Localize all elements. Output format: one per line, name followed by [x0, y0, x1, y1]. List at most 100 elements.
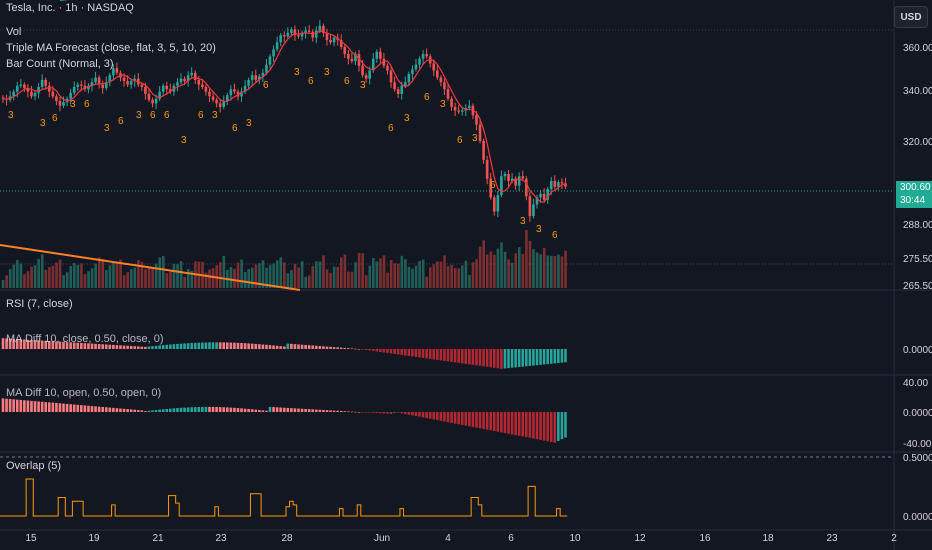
candle-body	[30, 91, 33, 97]
candle-body	[396, 89, 400, 94]
ma-diff-bar	[1, 398, 5, 412]
volume-bar	[51, 265, 55, 288]
bar-count-label: 3	[520, 216, 526, 227]
volume-bar	[350, 271, 354, 288]
volume-bar	[115, 262, 119, 288]
candle-body	[560, 182, 564, 184]
ma-diff-bar	[104, 407, 108, 412]
ma-diff-bar	[407, 412, 411, 415]
rsi-bar	[414, 349, 418, 357]
rsi-bar	[115, 345, 119, 349]
ma-diff-bar	[247, 408, 250, 412]
volume-bar	[414, 265, 418, 288]
ma-diff-bar	[23, 400, 26, 412]
volume-bar	[489, 251, 493, 288]
volume-bar	[375, 261, 379, 288]
rsi-bar	[549, 349, 553, 364]
candle-body	[311, 31, 315, 38]
volume-bar	[521, 253, 525, 288]
osc1-legend[interactable]: MA Diff 10, close, 0.50, close, 0)	[6, 333, 164, 345]
volume-bar	[37, 259, 40, 288]
volume-bar	[172, 264, 176, 288]
volume-bar	[97, 257, 101, 288]
volume-bar	[1, 280, 5, 288]
ma-diff-bar	[468, 412, 471, 427]
ma-diff-bar	[5, 398, 8, 412]
candle-body	[361, 65, 364, 76]
ma-diff-bar	[393, 412, 396, 413]
volume-bar	[439, 261, 443, 288]
overlap-line	[0, 478, 568, 517]
volume-bar	[404, 259, 407, 288]
ma-diff-bar	[332, 410, 336, 412]
rsi-bar	[468, 349, 471, 365]
volume-bar	[297, 267, 300, 288]
bar-count-label: 3	[181, 135, 187, 146]
rsi-bar	[8, 338, 12, 349]
candle-body	[144, 86, 147, 94]
ma-line	[2, 30, 566, 203]
ma-diff-bar	[44, 402, 48, 412]
ma-diff-bar	[428, 412, 432, 419]
rsi-bar	[403, 349, 407, 356]
rsi-bar	[204, 342, 208, 349]
osc2-legend[interactable]: MA Diff 10, open, 0.50, open, 0)	[6, 387, 162, 399]
candle-body	[140, 84, 144, 87]
rsi-bar	[225, 342, 229, 349]
rsi-bar	[119, 345, 122, 349]
vol-legend[interactable]: Vol	[6, 26, 22, 38]
volume-bar	[16, 260, 19, 288]
candle-body	[528, 196, 532, 217]
overlap-legend[interactable]: Overlap (5)	[6, 460, 62, 472]
candle-body	[101, 84, 104, 89]
ma-diff-bar	[304, 408, 307, 412]
volume-bar	[386, 272, 389, 288]
rsi-bar	[190, 343, 193, 349]
ma-diff-bar	[215, 407, 218, 412]
candle-body	[133, 78, 137, 82]
ma-diff-bar	[500, 412, 503, 433]
ma-diff-bar	[350, 411, 354, 413]
candle-body	[275, 42, 279, 50]
ma-diff-bar	[183, 407, 186, 412]
candle-body	[307, 30, 311, 32]
volume-bar	[265, 267, 268, 288]
volume-bar	[436, 261, 439, 288]
bar-count-legend[interactable]: Bar Count (Normal, 3)	[6, 58, 114, 70]
candle-body	[147, 94, 151, 100]
rsi-bar	[126, 345, 129, 349]
candle-body	[55, 96, 58, 102]
triple-ma-legend[interactable]: Triple MA Forecast (close, flat, 3, 5, 1…	[6, 42, 216, 54]
volume-bar	[418, 261, 421, 288]
rsi-bar	[389, 349, 393, 354]
rsi-bar	[97, 344, 101, 349]
time-tick-label: 23	[215, 533, 227, 544]
candle-body	[439, 77, 443, 83]
ma-diff-bar	[471, 412, 475, 427]
candle-body	[90, 82, 94, 86]
ma-diff-bar	[40, 401, 44, 412]
candle-body	[418, 58, 421, 65]
volume-bar	[129, 269, 133, 288]
rsi-bar	[193, 342, 197, 349]
ma-diff-bar	[144, 411, 147, 412]
rsi-bar	[364, 349, 368, 350]
candle-body	[521, 176, 525, 179]
candle-body	[314, 30, 318, 38]
candle-body	[76, 84, 80, 87]
candle-body	[23, 84, 26, 89]
volume-bar	[525, 230, 528, 288]
volume-bar	[400, 255, 404, 288]
rsi-bar	[250, 343, 254, 349]
rsi-bar	[379, 349, 382, 352]
rsi-legend[interactable]: RSI (7, close)	[6, 298, 73, 310]
currency-button[interactable]: USD	[894, 6, 928, 28]
rsi-bar	[211, 342, 215, 349]
candle-body	[40, 79, 44, 87]
ma-diff-bar	[179, 407, 183, 412]
rsi-bar	[179, 343, 183, 349]
symbol-title[interactable]: Tesla, Inc. · 1h · NASDAQ	[6, 2, 134, 14]
rsi-bar	[421, 349, 425, 358]
rsi-bar	[371, 349, 375, 351]
